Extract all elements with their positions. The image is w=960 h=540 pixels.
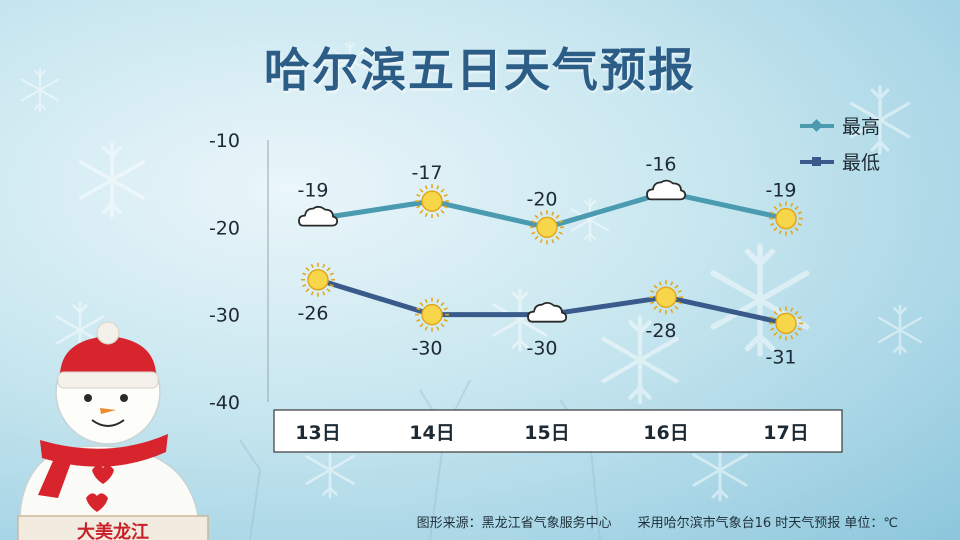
legend-item-low: 最低	[800, 152, 880, 174]
legend-low-label: 最低	[842, 152, 880, 174]
legend-item-high: 最高	[800, 116, 880, 138]
source-right: 采用哈尔滨市气象台16 时天气预报 单位：℃	[637, 516, 898, 531]
x-tick-label: 17日	[763, 422, 808, 444]
sun-icon	[529, 209, 565, 246]
low-temp-data-label: -30	[526, 338, 557, 360]
source-caption: 图形来源：黑龙江省气象服务中心 采用哈尔滨市气象台16 时天气预报 单位：℃	[417, 512, 898, 531]
x-tick-label: 13日	[295, 422, 340, 444]
source-left: 图形来源：黑龙江省气象服务中心	[416, 516, 612, 531]
cloud-icon	[527, 301, 568, 323]
low-temp-data-label: -26	[297, 303, 328, 325]
x-tick-label: 15日	[524, 422, 569, 444]
y-tick-label: -40	[209, 392, 240, 414]
legend-low-marker	[812, 157, 821, 166]
cloud-icon	[646, 179, 687, 201]
sun-icon	[768, 305, 804, 342]
cloud-icon	[298, 205, 339, 227]
low-temp-data-label: -30	[411, 338, 442, 360]
legend: 最高 最低	[800, 116, 880, 174]
low-temp-data-label: -28	[645, 320, 676, 342]
y-tick-label: -10	[209, 130, 240, 152]
high-temp-data-label: -19	[297, 180, 328, 202]
high-temp-data-label: -16	[645, 153, 676, 175]
sun-icon	[300, 261, 336, 298]
y-tick-label: -20	[209, 217, 240, 239]
high-temp-data-label: -19	[765, 180, 796, 202]
snowman-banner-text: 大美龙江	[77, 521, 149, 540]
x-axis-band	[273, 409, 843, 453]
legend-high-marker	[810, 119, 823, 132]
x-tick-label: 16日	[643, 422, 688, 444]
high-temp-data-label: -20	[526, 188, 557, 210]
snowman-illustration: 大美龙江	[17, 321, 209, 540]
page-title: 哈尔滨五日天气预报	[264, 43, 696, 97]
high-temp-data-label: -17	[411, 162, 442, 184]
legend-high-label: 最高	[842, 116, 880, 138]
y-tick-label: -30	[209, 305, 240, 327]
x-tick-label: 14日	[409, 422, 454, 444]
low-temp-data-label: -31	[765, 346, 796, 368]
sun-icon	[768, 200, 804, 237]
